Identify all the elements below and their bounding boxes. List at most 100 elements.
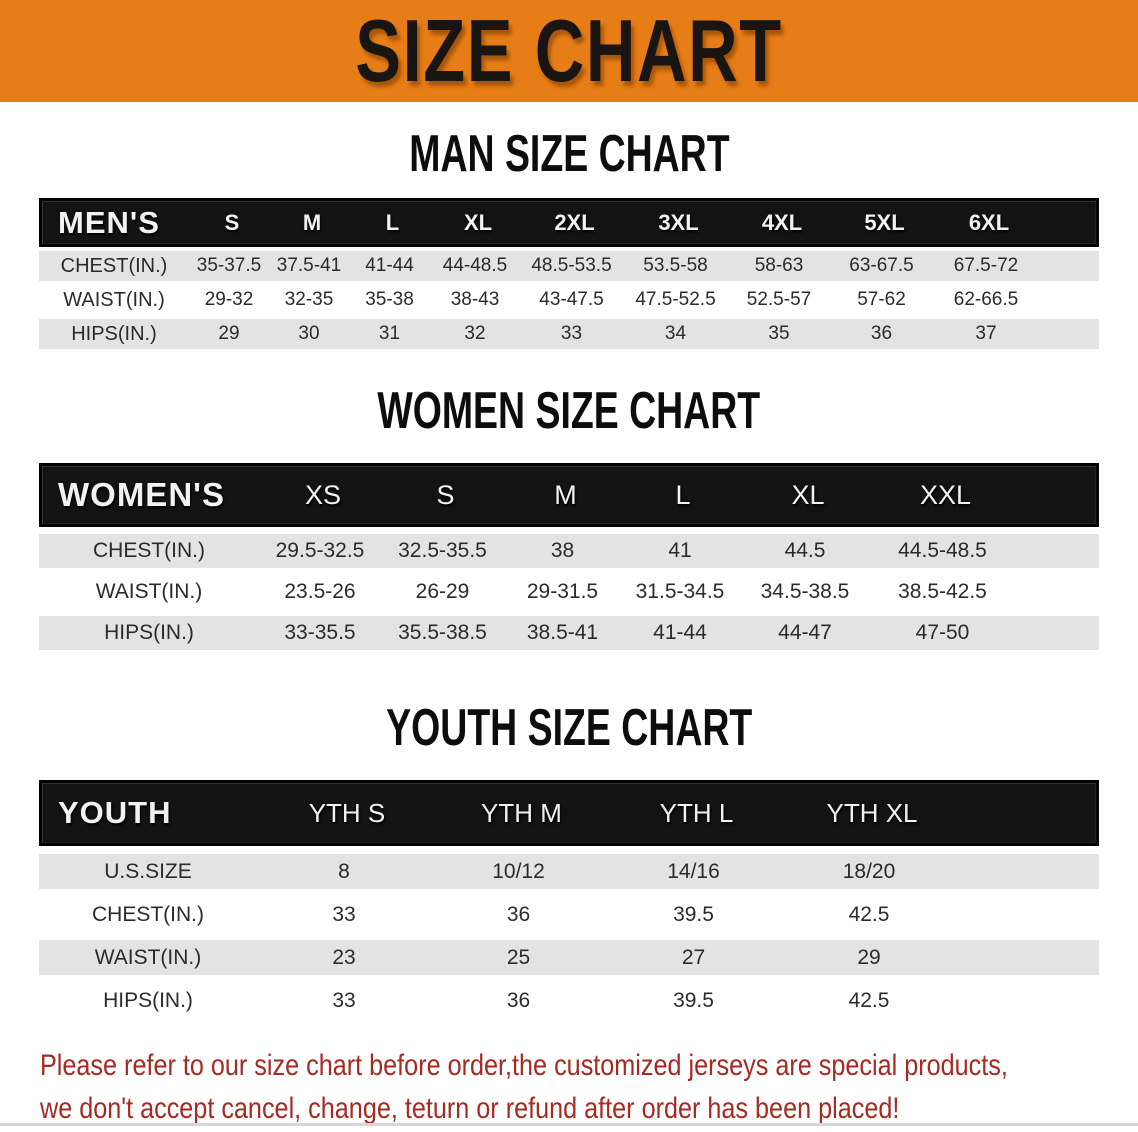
row-label: CHEST(IN.) <box>93 539 205 562</box>
measure-cell: 42.5 <box>848 988 890 1012</box>
measure-cell: 33 <box>332 988 356 1012</box>
women-table-header-row: WOMEN'S XS S M L XL XXL <box>39 463 1099 527</box>
measure-cell: 33 <box>332 902 356 926</box>
youth-table-label: YOUTH <box>58 795 172 830</box>
table-row-chest: CHEST(IN.) 35-37.5 37.5-41 41-44 44-48.5… <box>39 251 1099 281</box>
measure-cell: 43-47.5 <box>539 289 604 310</box>
women-size-table: WOMEN'S XS S M L XL XXL CHEST(IN.) 29.5-… <box>39 463 1099 650</box>
measure-cell: 32-35 <box>284 289 334 310</box>
measure-cell: 36 <box>506 988 531 1012</box>
measure-cell: 37 <box>975 323 997 344</box>
row-label: HIPS(IN.) <box>104 621 194 644</box>
measure-cell: 35-37.5 <box>196 255 262 276</box>
youth-section: YOUTH SIZE CHART <box>0 698 1138 758</box>
measure-cell: 23 <box>332 945 356 969</box>
row-label: WAIST(IN.) <box>63 288 165 311</box>
measure-cell: 33 <box>560 323 583 344</box>
size-col-header: 2XL <box>554 209 595 235</box>
measure-cell: 52.5-57 <box>746 289 812 310</box>
size-col-header: L <box>385 209 400 235</box>
size-col-header: M <box>302 209 322 235</box>
size-col-header: 3XL <box>658 209 699 235</box>
youth-table-header-row: YOUTH YTH S YTH M YTH L YTH XL <box>39 780 1099 846</box>
measure-cell: 41 <box>668 539 692 562</box>
men-table-header-row: MEN'S S M L XL 2XL 3XL 4XL 5XL 6XL <box>39 198 1099 247</box>
measure-cell: 18/20 <box>842 859 896 883</box>
table-row-waist: WAIST(IN.) 23.5-26 26-29 29-31.5 31.5-34… <box>39 575 1099 609</box>
size-col-header: XL <box>791 479 825 510</box>
measure-cell: 42.5 <box>848 902 890 926</box>
measure-cell: 29 <box>218 323 240 344</box>
youth-table-body: U.S.SIZE 8 10/12 14/16 18/20 CHEST(IN.) … <box>39 854 1099 1018</box>
men-table-body: CHEST(IN.) 35-37.5 37.5-41 41-44 44-48.5… <box>39 251 1099 349</box>
size-col-header: 5XL <box>864 209 905 235</box>
table-row-hips: HIPS(IN.) 33-35.5 35.5-38.5 38.5-41 41-4… <box>39 616 1099 650</box>
measure-cell: 44-48.5 <box>442 255 508 276</box>
measure-cell: 38.5-42.5 <box>898 580 987 603</box>
table-row-chest: CHEST(IN.) 29.5-32.5 32.5-35.5 38 41 44.… <box>39 534 1099 568</box>
measure-cell: 39.5 <box>673 988 714 1012</box>
row-label: WAIST(IN.) <box>95 580 203 603</box>
size-col-header: YTH M <box>481 797 562 828</box>
size-col-header: 6XL <box>968 209 1010 235</box>
size-col-header: YTH L <box>659 797 734 828</box>
table-row-waist: WAIST(IN.) 23 25 27 29 <box>39 940 1099 975</box>
size-col-header: XS <box>304 479 342 510</box>
size-col-header: L <box>675 479 691 510</box>
row-label: CHEST(IN.) <box>60 254 168 277</box>
measure-cell: 37.5-41 <box>276 255 342 276</box>
youth-size-table: YOUTH YTH S YTH M YTH L YTH XL U.S.SIZE … <box>39 780 1099 1018</box>
bottom-divider <box>0 1123 1138 1126</box>
order-disclaimer: Please refer to our size chart before or… <box>40 1044 1138 1130</box>
measure-cell: 34.5-38.5 <box>760 580 850 603</box>
measure-cell: 32 <box>464 323 486 344</box>
size-col-header: S <box>436 479 455 510</box>
row-label: WAIST(IN.) <box>94 945 202 969</box>
measure-cell: 48.5-53.5 <box>531 255 612 276</box>
measure-cell: 29-31.5 <box>526 580 599 603</box>
measure-cell: 31.5-34.5 <box>635 580 725 603</box>
measure-cell: 27 <box>681 945 706 969</box>
men-table-label: MEN'S <box>58 204 160 240</box>
measure-cell: 10/12 <box>492 859 545 883</box>
measure-cell: 25 <box>506 945 531 969</box>
measure-cell: 32.5-35.5 <box>398 539 487 562</box>
table-row-us-size: U.S.SIZE 8 10/12 14/16 18/20 <box>39 854 1099 889</box>
measure-cell: 36 <box>870 323 893 344</box>
women-section-title: WOMEN SIZE CHART <box>377 382 761 440</box>
row-label: U.S.SIZE <box>104 859 192 883</box>
measure-cell: 29-32 <box>204 289 254 310</box>
size-col-header: XL <box>463 209 493 235</box>
size-col-header: M <box>554 479 577 510</box>
measure-cell: 31 <box>378 323 401 344</box>
measure-cell: 38.5-41 <box>526 621 599 644</box>
size-col-header: YTH XL <box>826 797 918 828</box>
size-col-header: 4XL <box>761 209 803 235</box>
measure-cell: 62-66.5 <box>953 289 1019 310</box>
men-section: MAN SIZE CHART <box>0 124 1138 184</box>
measure-cell: 57-62 <box>857 289 906 310</box>
measure-cell: 38-43 <box>450 289 500 310</box>
size-col-header: YTH S <box>308 797 386 828</box>
measure-cell: 44.5 <box>784 539 826 562</box>
men-section-title: MAN SIZE CHART <box>408 125 730 183</box>
size-chart-banner: SIZE CHART <box>0 0 1138 102</box>
youth-section-title: YOUTH SIZE CHART <box>385 699 753 757</box>
measure-cell: 67.5-72 <box>953 255 1019 276</box>
measure-cell: 35 <box>768 323 790 344</box>
measure-cell: 33-35.5 <box>284 621 356 644</box>
measure-cell: 35-38 <box>365 289 414 310</box>
table-row-chest: CHEST(IN.) 33 36 39.5 42.5 <box>39 897 1099 932</box>
table-row-hips: HIPS(IN.) 33 36 39.5 42.5 <box>39 983 1099 1018</box>
disclaimer-line-2: we don't accept cancel, change, teturn o… <box>40 1092 900 1125</box>
measure-cell: 38 <box>550 539 575 562</box>
measure-cell: 41-44 <box>365 255 414 276</box>
measure-cell: 26-29 <box>415 580 470 603</box>
row-label: HIPS(IN.) <box>103 988 193 1012</box>
row-label: HIPS(IN.) <box>71 322 157 345</box>
measure-cell: 44.5-48.5 <box>898 539 987 562</box>
banner-title: SIZE CHART <box>355 1 783 100</box>
table-row-hips: HIPS(IN.) 29 30 31 32 33 34 35 36 37 <box>39 319 1099 349</box>
measure-cell: 39.5 <box>673 902 714 926</box>
measure-cell: 36 <box>506 902 531 926</box>
